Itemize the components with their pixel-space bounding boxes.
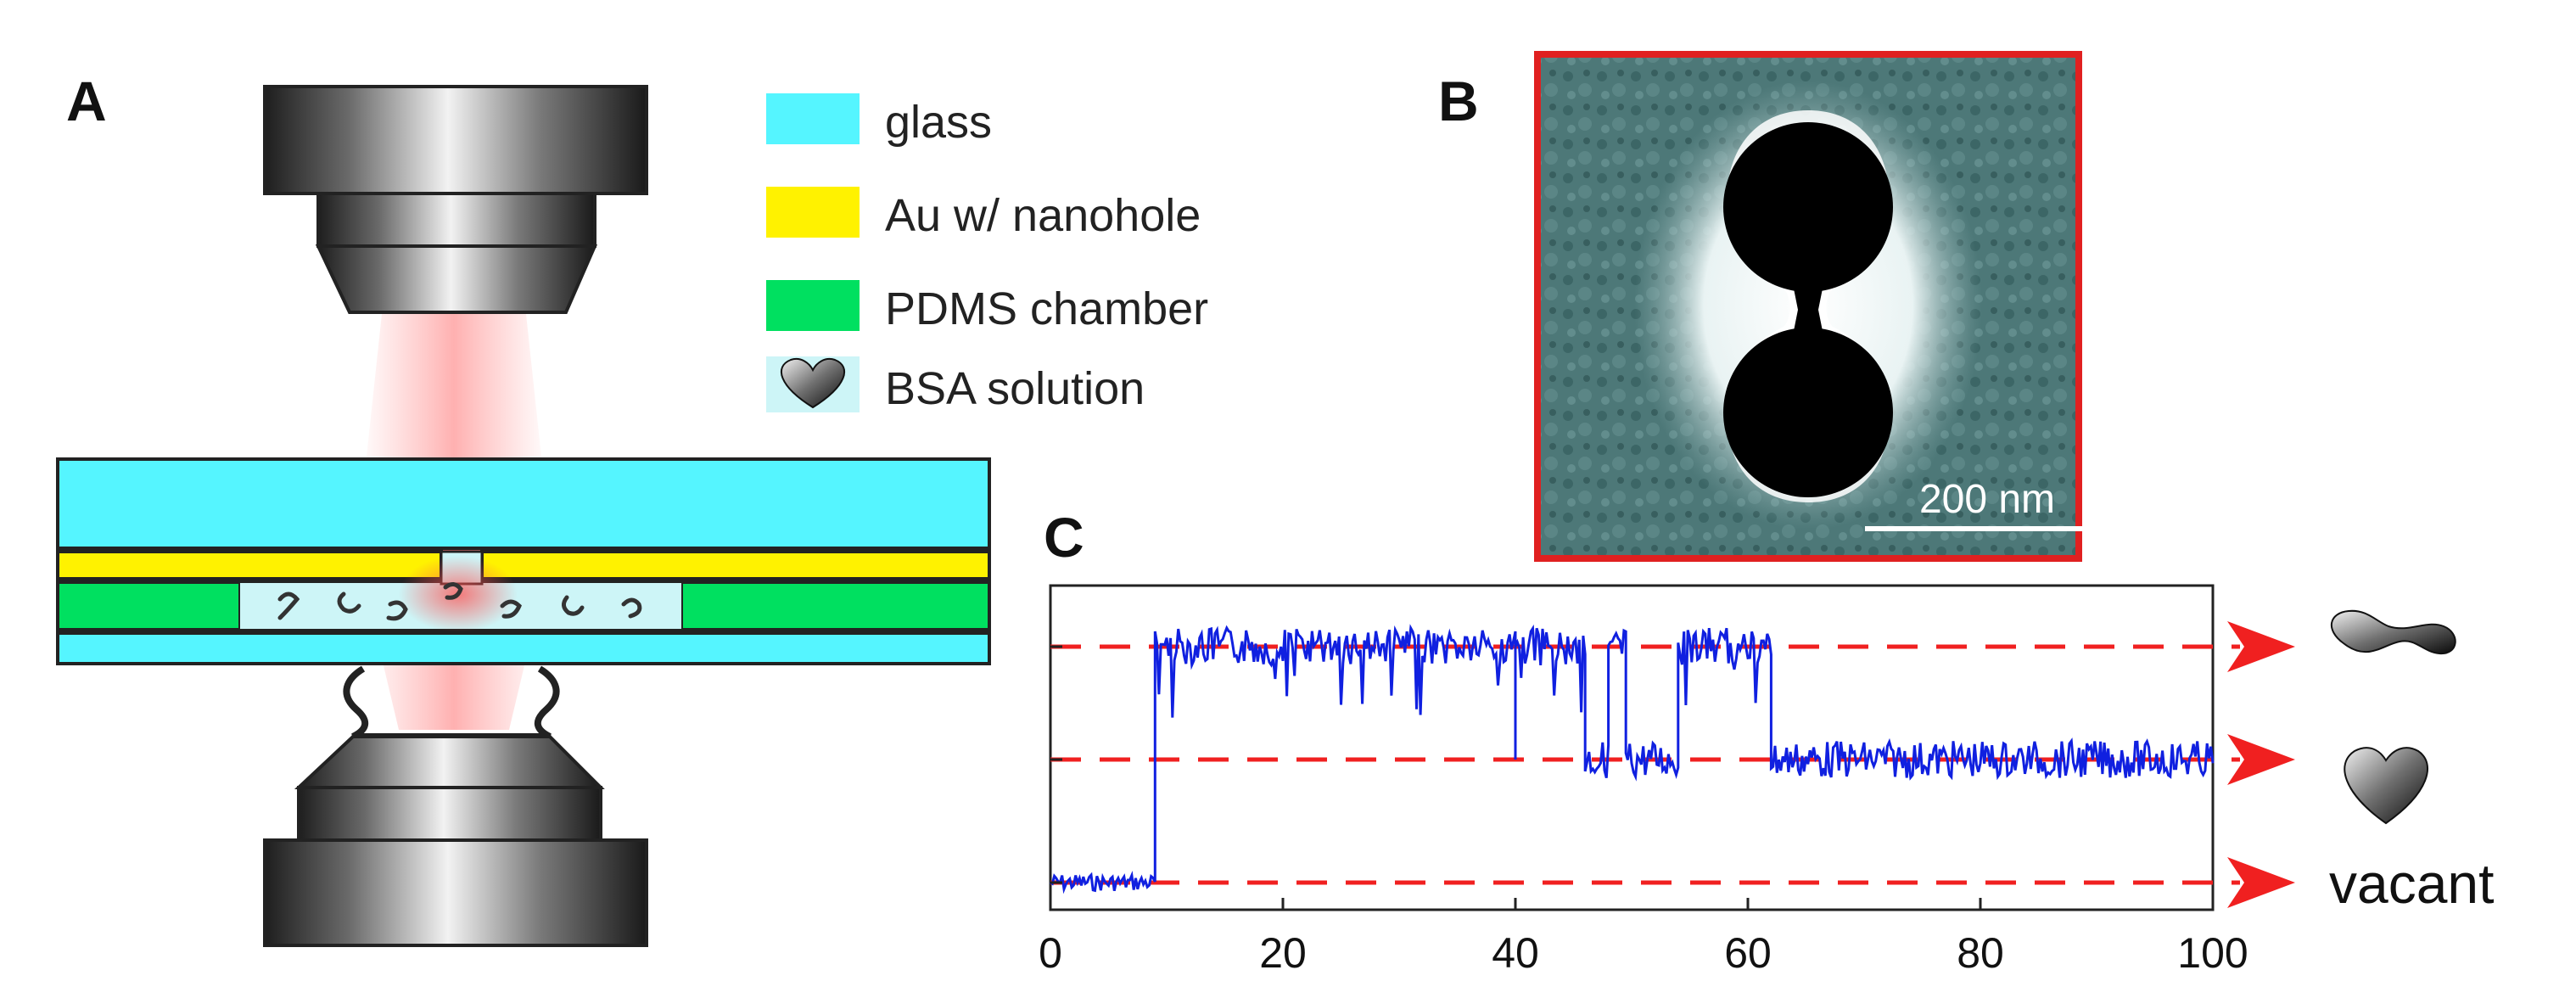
glass-bottom bbox=[56, 631, 991, 665]
current-trace bbox=[1050, 624, 2215, 894]
state-arrows bbox=[2227, 621, 2295, 908]
x-tick-label-0: 0 bbox=[1039, 929, 1062, 977]
x-tick-label-80: 80 bbox=[1957, 929, 2004, 977]
legend-item-au: Au w/ nanohole bbox=[766, 187, 1201, 241]
panel-b-label: B bbox=[1438, 70, 1479, 132]
bsa-molecule-icon bbox=[780, 358, 846, 409]
panel-a-label: A bbox=[66, 70, 107, 132]
legend-label-pdms: PDMS chamber bbox=[885, 283, 1208, 334]
x-tick-label-100: 100 bbox=[2177, 929, 2248, 977]
panel-a: A glass Au w/ nanohole PDMS c bbox=[56, 70, 1208, 947]
panel-c-label: C bbox=[1044, 506, 1084, 569]
state-arrow-level-1 bbox=[2227, 734, 2295, 785]
top-objective bbox=[263, 85, 648, 314]
chart-frame bbox=[1049, 584, 2215, 911]
x-axis-ticks: 0 20 40 60 80 100 bbox=[1039, 645, 2248, 977]
legend: glass Au w/ nanohole PDMS chamber BSA so… bbox=[766, 93, 1208, 414]
x-tick-label-20: 20 bbox=[1259, 929, 1307, 977]
nanohole-upper-circle bbox=[1723, 122, 1893, 292]
legend-item-bsa: BSA solution bbox=[766, 356, 1145, 414]
sample-stack bbox=[56, 457, 991, 665]
legend-swatch-au bbox=[766, 187, 860, 238]
legend-label-bsa: BSA solution bbox=[885, 363, 1145, 414]
legend-item-pdms: PDMS chamber bbox=[766, 280, 1208, 334]
panel-c: C 0 20 40 60 80 100 vacant bbox=[1039, 506, 2494, 977]
folded-molecule-icon bbox=[2344, 747, 2429, 825]
nanohole-lower-circle bbox=[1723, 328, 1893, 497]
legend-label-au: Au w/ nanohole bbox=[885, 190, 1201, 241]
gold-film-left bbox=[56, 550, 443, 580]
state-icons: vacant bbox=[2329, 609, 2494, 915]
legend-item-glass: glass bbox=[766, 93, 992, 148]
x-tick-label-60: 60 bbox=[1724, 929, 1772, 977]
sem-frame bbox=[1534, 51, 2082, 562]
unfolded-molecule-icon bbox=[2330, 609, 2456, 655]
state-arrow-level-0 bbox=[2227, 857, 2295, 908]
legend-label-glass: glass bbox=[885, 97, 992, 148]
trace-chart: 0 20 40 60 80 100 vacant bbox=[1039, 584, 2494, 977]
glass-top bbox=[56, 457, 991, 550]
bsa-molecules bbox=[277, 582, 642, 621]
legend-swatch-pdms bbox=[766, 280, 860, 331]
sem-image: 200 nm bbox=[1534, 51, 2109, 562]
scale-bar-label: 200 nm bbox=[1919, 477, 2055, 522]
bottom-objective bbox=[263, 665, 648, 947]
state-arrow-level-2 bbox=[2227, 621, 2295, 672]
scale-bar bbox=[1865, 526, 2109, 531]
gold-film-right bbox=[480, 550, 991, 580]
x-tick-label-40: 40 bbox=[1492, 929, 1539, 977]
legend-swatch-glass bbox=[766, 93, 860, 144]
state-label-vacant: vacant bbox=[2329, 852, 2494, 915]
panel-b: B 200 nm bbox=[1438, 51, 2109, 562]
